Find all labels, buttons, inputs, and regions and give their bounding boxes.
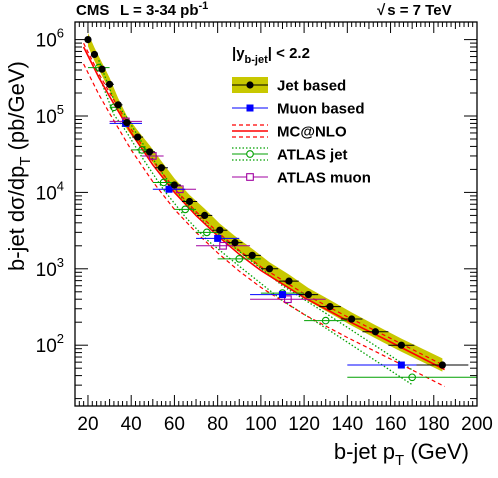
y-tick-exponent: 5 [57,102,64,117]
y-tick-base: 10 [36,336,57,357]
atlas-jet-point-5 [181,205,190,214]
header-energy: √ s = 7 TeV [377,2,452,19]
x-tick-label-40: 40 [121,414,142,435]
y-tick-exponent: 3 [57,255,64,270]
jet-based-point-20 [371,328,380,336]
y-axis-title-main: b-jet dσ/dp [4,166,29,271]
plot-frame [74,21,478,407]
y-tick-label-10-6: 106 [36,26,64,52]
selection-label: |yb-jet| < 2.2 [232,45,310,66]
y-tick-label-10-2: 102 [36,331,64,357]
jet-based-point-14 [248,251,256,259]
legend: |yb-jet| < 2.2 Jet based Muon based MC@NLO… [232,45,371,187]
mcatnlo-upper-line [83,42,445,367]
legend-mc-nlo-label: MC@NLO [277,124,347,141]
mcatnlo-curves [82,42,445,388]
jet-based-point-10 [185,197,194,206]
selection-label-rest: | < 2.2 [268,45,310,62]
y-tick-exponent: 6 [57,26,64,41]
muon-based-point-3 [278,291,286,299]
x-tick-label-200: 200 [461,414,493,435]
y-axis-title: b-jet dσ/dpT (pb/GeV) [4,61,34,271]
jet-based-point-5 [123,118,131,127]
x-axis-title-unit: (GeV) [404,439,469,464]
y-tick-base: 10 [36,183,57,204]
jet-based-point-13 [231,239,239,247]
legend-atlas-jet-label: ATLAS jet [277,147,348,164]
jet-based-point-22 [438,361,447,369]
jet-based-point-3 [105,80,114,88]
x-tick-label-60: 60 [164,414,185,435]
jet-based-point-12 [216,226,224,234]
jet-based-point-16 [285,277,293,285]
jet-based-point-11 [201,211,209,219]
jet-based-point-19 [348,315,356,323]
y-tick-base: 10 [36,107,57,128]
selection-label-sub: b-jet [245,54,269,66]
mcatnlo-central-line [82,46,445,371]
jet-based-point-4 [114,101,122,109]
x-axis-title-main: b-jet p [334,439,395,464]
jet-based-point-6 [134,133,142,141]
x-tick-label-100: 100 [245,414,277,435]
header-experiment: CMS [76,2,109,19]
legend-muon-based-swatch-marker [246,104,254,112]
jet-based-point-8 [157,164,166,172]
header-lumi: L = 3-34 pb-1 [120,0,208,19]
atlas-muon-point-4 [284,295,292,304]
header-lumi-main: L = 3-34 pb [120,2,199,19]
header-energy-sqrt: √ [377,2,386,19]
x-tick-label-140: 140 [331,414,363,435]
y-tick-label-10-5: 105 [36,102,64,128]
y-axis-title-unit: (pb/GeV) [4,61,29,156]
legend-jet-based-label: Jet based [277,78,346,95]
y-tick-label-10-3: 103 [36,255,64,281]
jet-based-point-21 [397,341,405,349]
data-points [84,36,477,382]
legend-atlas-muon-swatch-marker [246,173,254,181]
jet-based-point-9 [170,181,179,189]
legend-atlas-muon-label: ATLAS muon [277,170,371,187]
legend-atlas-jet-swatch-marker [246,150,254,158]
atlas-jet-point-9 [321,316,330,325]
jet-based-point-2 [98,65,106,73]
jet-based-point-15 [265,265,274,273]
selection-label-main: |y [232,45,245,62]
atlas-muon-point-3 [219,241,227,250]
x-axis-title: b-jet pT (GeV) [334,439,469,469]
y-tick-exponent: 4 [57,178,64,193]
atlas-jet-point-3 [138,146,146,154]
x-tick-label-120: 120 [288,414,320,435]
x-tick-label-20: 20 [77,414,98,435]
y-axis-title-sub: T [17,157,34,166]
legend-jet-based-swatch-marker [246,81,254,89]
atlas-jet-band-lower [98,74,413,386]
mcatnlo-lower-line [83,63,445,388]
x-tick-label-160: 160 [375,414,407,435]
x-tick-label-80: 80 [207,414,228,435]
atlas-jet-point-10 [408,373,417,382]
header-energy-text: s = 7 TeV [387,2,451,19]
jet-based-point-18 [326,303,334,311]
y-tick-label-10-4: 104 [36,178,64,204]
axis-ticks: 20 40 60 80 100 120 140 160 180 20010210310410510… [36,22,493,435]
jet-based-point-1 [90,50,99,59]
muon-based-point-2 [214,234,222,242]
atlas-jet-point-7 [235,254,244,263]
header-lumi-exponent: -1 [199,0,209,12]
y-tick-exponent: 2 [57,331,64,346]
x-tick-label-180: 180 [418,414,450,435]
legend-muon-based-label: Muon based [277,101,365,118]
jet-based-point-17 [304,290,313,299]
x-axis-title-sub: T [395,452,404,469]
jet-based-point-7 [145,148,154,156]
atlas-jet-point-4 [159,178,168,187]
atlas-jet-point-6 [202,228,211,237]
muon-based-point-1 [165,185,173,193]
y-tick-base: 10 [36,260,57,281]
y-tick-base: 10 [36,31,57,52]
muon-based-point-4 [397,361,405,369]
